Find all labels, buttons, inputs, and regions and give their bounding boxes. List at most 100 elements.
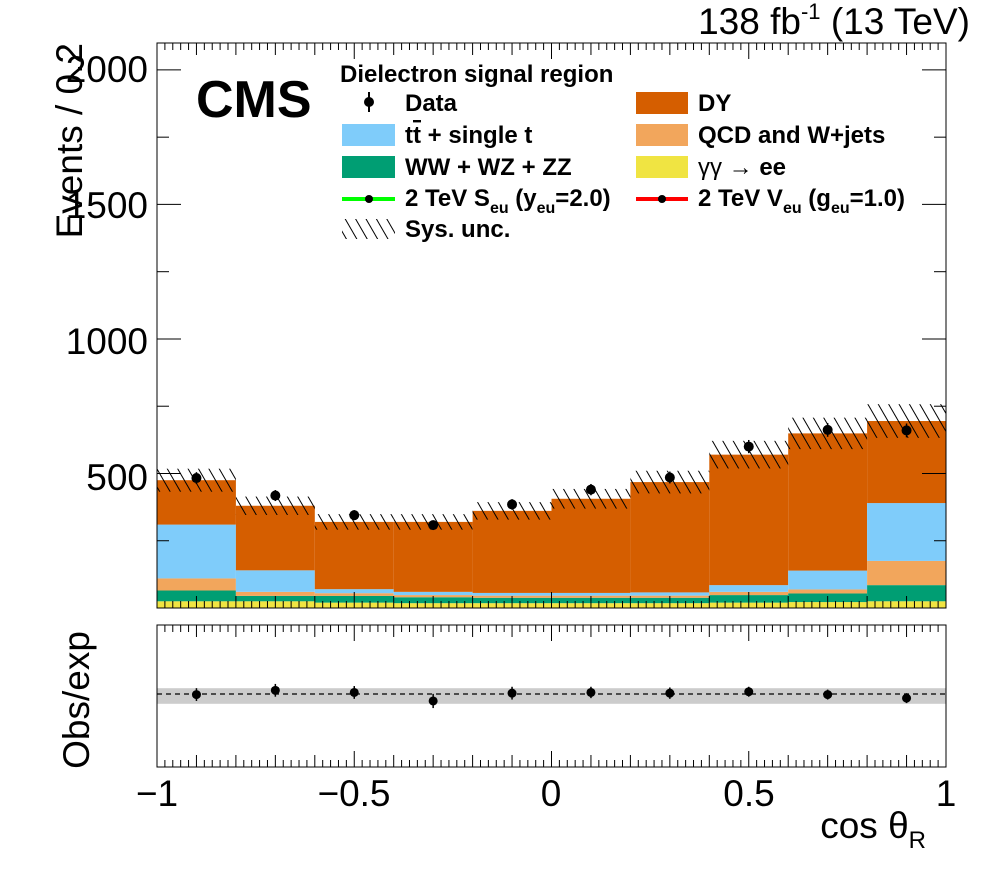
legend-data-label: Data xyxy=(405,90,458,117)
bar-ttbar-bin-6 xyxy=(630,592,710,596)
legend-title: Dielectron signal region xyxy=(340,61,613,88)
legend-diboson-swatch xyxy=(342,156,395,178)
ratio-point-7 xyxy=(744,687,754,697)
legend-qcd-swatch xyxy=(636,124,688,146)
legend-signal-s-sub2: eu xyxy=(537,200,556,217)
legend-diboson-label: WW + WZ + ZZ xyxy=(405,154,572,181)
bar-qcd-bin-0 xyxy=(157,578,236,591)
xtick-label-0: 0 xyxy=(541,773,562,814)
data-point-0 xyxy=(191,473,202,484)
bar-ttbar-bin-7 xyxy=(709,585,789,592)
legend-ttbar-swatch xyxy=(342,124,395,146)
data-point-3 xyxy=(428,520,439,531)
lumi-value: 138 fb xyxy=(698,1,801,42)
sys-unc-bin-5 xyxy=(551,488,631,509)
data-point-2 xyxy=(349,510,360,521)
legend-dy-swatch xyxy=(636,92,688,114)
ytick-label-1000: 1000 xyxy=(66,321,148,362)
ytick-label-1500: 1500 xyxy=(66,185,148,226)
legend-dy-label: DY xyxy=(698,90,731,117)
ratio-data-points xyxy=(191,683,912,709)
bar-ttbar-bin-4 xyxy=(472,592,552,596)
ratio-axis-ticks xyxy=(156,625,947,767)
legend-sys-swatch xyxy=(342,219,395,239)
y-axis-title: Events / 0.2 xyxy=(49,43,90,238)
ratio-point-1 xyxy=(270,685,280,695)
x-axis-title-sub: R xyxy=(909,827,926,854)
lumi-exponent: -1 xyxy=(801,0,821,24)
legend-gg-arrow: → ee xyxy=(722,154,786,181)
legend-signal-s-label: 2 TeV Seu (yeu=2.0) xyxy=(405,185,611,217)
ytick-label-500: 500 xyxy=(86,457,148,498)
sys-unc-bin-4 xyxy=(472,502,552,520)
bar-dy-bin-2 xyxy=(314,521,394,590)
bar-ttbar-bin-5 xyxy=(551,592,631,596)
ytick-label-2000: 2000 xyxy=(66,49,148,90)
data-point-9 xyxy=(901,425,912,436)
legend-ttbar-label: tt + single t xyxy=(405,122,532,149)
bar-ttbar-bin-1 xyxy=(235,570,315,592)
systematic-uncertainty-band xyxy=(157,404,946,530)
bar-dy-bin-6 xyxy=(630,482,710,593)
bar-ttbar-bin-2 xyxy=(314,589,394,594)
x-axis-title: cos θR xyxy=(820,805,926,854)
bar-qcd-bin-8 xyxy=(788,589,868,594)
ratio-point-2 xyxy=(349,687,359,697)
data-point-4 xyxy=(507,499,518,510)
data-point-1 xyxy=(270,490,281,501)
bar-ttbar-bin-3 xyxy=(393,591,473,596)
legend-ttbar-tbar: t xyxy=(413,122,421,149)
bar-dy-bin-4 xyxy=(472,510,552,593)
legend-qcd-label: QCD and W+jets xyxy=(698,122,885,149)
sys-unc-bin-1 xyxy=(235,496,315,515)
legend-sys-label: Sys. unc. xyxy=(405,216,510,243)
data-points xyxy=(191,422,912,531)
sys-unc-bin-2 xyxy=(314,514,394,530)
xtick-label-m1: −1 xyxy=(136,773,178,814)
data-point-6 xyxy=(664,472,675,483)
legend-signal-s-marker xyxy=(365,195,373,203)
data-point-5 xyxy=(585,484,596,495)
ratio-point-5 xyxy=(586,687,596,697)
ratio-point-8 xyxy=(823,690,833,700)
legend-gg-label: γγ → ee xyxy=(698,154,786,181)
legend-signal-v-label: 2 TeV Veu (geu=1.0) xyxy=(698,185,905,217)
legend-signal-s-sub: eu xyxy=(490,200,509,217)
legend-ttbar-rest: + single t xyxy=(421,122,532,149)
bar-ttbar-bin-9 xyxy=(867,503,946,561)
bar-qcd-bin-1 xyxy=(235,591,315,596)
lumi-energy: (13 TeV) xyxy=(821,1,970,42)
bar-dy-bin-8 xyxy=(788,433,868,571)
main-axis-ticks xyxy=(156,43,947,609)
ratio-y-axis-title: Obs/exp xyxy=(56,631,97,769)
legend-signal-s-val: =2.0) xyxy=(555,185,610,212)
xtick-label-1: 1 xyxy=(936,773,957,814)
legend-gg-symbol: γγ xyxy=(698,154,722,181)
legend-gg-swatch xyxy=(636,156,688,178)
bar-ttbar-bin-0 xyxy=(157,524,236,579)
data-point-8 xyxy=(822,424,833,435)
legend-signal-s-mid: (y xyxy=(509,185,538,212)
legend-signal-s-prefix: 2 TeV S xyxy=(405,185,490,212)
bar-dy-bin-1 xyxy=(235,505,315,571)
legend: Dielectron signal region Data DY tt + si… xyxy=(340,61,905,243)
ratio-point-9 xyxy=(902,693,912,703)
x-axis-title-main: cos θ xyxy=(820,805,908,846)
xtick-label-m05: −0.5 xyxy=(317,773,390,814)
ratio-point-3 xyxy=(428,696,438,706)
legend-signal-v-marker xyxy=(658,195,666,203)
bar-diboson-bin-0 xyxy=(157,590,236,602)
luminosity-label: 138 fb-1 (13 TeV) xyxy=(698,0,970,42)
bar-dy-bin-5 xyxy=(551,498,631,593)
cms-label: CMS xyxy=(196,71,312,129)
legend-ttbar-t: t xyxy=(405,122,413,149)
legend-signal-v-prefix: 2 TeV V xyxy=(698,185,783,212)
ratio-point-0 xyxy=(191,690,201,700)
xtick-label-05: 0.5 xyxy=(723,773,774,814)
legend-signal-v-sub2: eu xyxy=(831,200,850,217)
legend-signal-v-mid: (g xyxy=(802,185,831,212)
ratio-point-4 xyxy=(507,688,517,698)
ratio-point-6 xyxy=(665,688,675,698)
legend-signal-v-sub: eu xyxy=(783,200,802,217)
